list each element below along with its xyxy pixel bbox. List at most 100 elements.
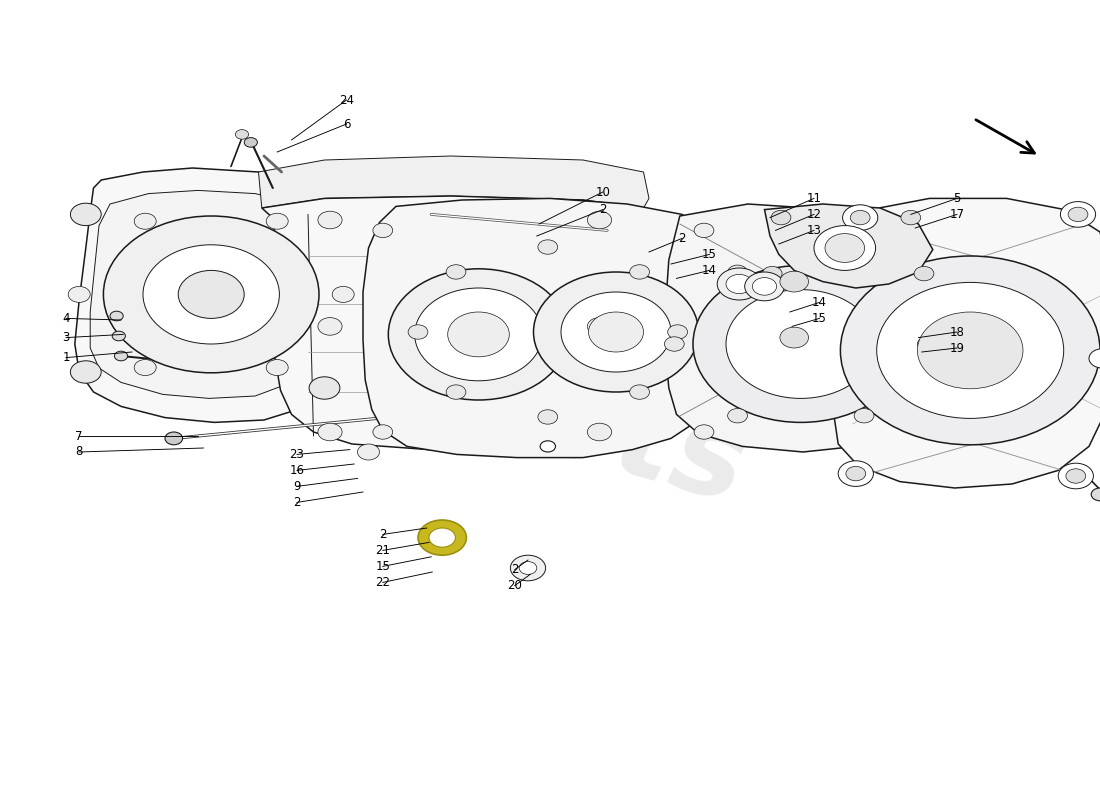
- Circle shape: [134, 214, 156, 230]
- Text: 23: 23: [289, 448, 305, 461]
- Polygon shape: [258, 156, 649, 208]
- Text: 17: 17: [949, 208, 965, 221]
- Circle shape: [1066, 469, 1086, 483]
- Text: europarts: europarts: [77, 240, 759, 528]
- Circle shape: [717, 268, 761, 300]
- Text: 1: 1: [63, 351, 69, 364]
- Circle shape: [332, 286, 354, 302]
- Text: 22: 22: [375, 576, 390, 589]
- Polygon shape: [75, 168, 352, 422]
- Circle shape: [728, 409, 748, 423]
- Text: 12: 12: [806, 208, 822, 221]
- Text: 14: 14: [702, 264, 717, 277]
- Circle shape: [1060, 202, 1096, 227]
- Circle shape: [694, 223, 714, 238]
- Text: 4: 4: [63, 312, 69, 325]
- Circle shape: [103, 216, 319, 373]
- Circle shape: [780, 271, 808, 292]
- Circle shape: [538, 240, 558, 254]
- Circle shape: [1068, 207, 1088, 222]
- Circle shape: [752, 278, 777, 295]
- Text: 20: 20: [507, 579, 522, 592]
- Circle shape: [534, 272, 698, 392]
- Circle shape: [447, 385, 466, 399]
- Circle shape: [309, 377, 340, 399]
- Text: 3: 3: [63, 331, 69, 344]
- Circle shape: [318, 211, 342, 229]
- Circle shape: [540, 441, 556, 452]
- Text: 15: 15: [702, 248, 717, 261]
- Text: 2: 2: [379, 528, 386, 541]
- Text: 5: 5: [954, 192, 960, 205]
- Circle shape: [358, 444, 379, 460]
- Circle shape: [519, 562, 537, 574]
- Circle shape: [588, 312, 643, 352]
- Text: 14: 14: [812, 296, 827, 309]
- Circle shape: [587, 318, 612, 335]
- Text: 15: 15: [812, 312, 827, 325]
- Circle shape: [854, 265, 873, 279]
- Text: 16: 16: [289, 464, 305, 477]
- Circle shape: [244, 138, 257, 147]
- Circle shape: [762, 266, 782, 281]
- Circle shape: [745, 272, 784, 301]
- Circle shape: [418, 520, 466, 555]
- Circle shape: [448, 312, 509, 357]
- Circle shape: [587, 423, 612, 441]
- Text: 7: 7: [76, 430, 82, 442]
- Circle shape: [726, 290, 876, 398]
- Polygon shape: [834, 198, 1100, 488]
- Circle shape: [780, 327, 808, 348]
- Circle shape: [814, 226, 876, 270]
- Circle shape: [373, 425, 393, 439]
- Circle shape: [825, 234, 865, 262]
- Circle shape: [68, 286, 90, 302]
- Circle shape: [840, 256, 1100, 445]
- Text: 8: 8: [76, 446, 82, 458]
- Circle shape: [854, 409, 873, 423]
- Circle shape: [178, 270, 244, 318]
- Circle shape: [143, 245, 279, 344]
- Circle shape: [510, 555, 546, 581]
- Circle shape: [668, 325, 688, 339]
- Circle shape: [1089, 349, 1100, 368]
- Circle shape: [727, 265, 747, 279]
- Text: 2: 2: [294, 496, 300, 509]
- Circle shape: [664, 337, 684, 351]
- Circle shape: [561, 292, 671, 372]
- Circle shape: [1058, 463, 1093, 489]
- Circle shape: [587, 211, 612, 229]
- Circle shape: [70, 361, 101, 383]
- Circle shape: [917, 337, 937, 351]
- Text: a passion for parts: a passion for parts: [275, 206, 561, 274]
- Circle shape: [846, 466, 866, 481]
- Circle shape: [726, 274, 752, 294]
- Text: 9: 9: [294, 480, 300, 493]
- Text: 2: 2: [600, 203, 606, 216]
- Circle shape: [538, 410, 558, 424]
- Circle shape: [1091, 488, 1100, 501]
- Circle shape: [114, 351, 128, 361]
- Text: 2: 2: [512, 563, 518, 576]
- Circle shape: [629, 385, 649, 399]
- Text: 19: 19: [949, 342, 965, 354]
- Circle shape: [694, 425, 714, 439]
- Circle shape: [877, 282, 1064, 418]
- Text: 13: 13: [806, 224, 822, 237]
- Circle shape: [917, 312, 1023, 389]
- Circle shape: [165, 432, 183, 445]
- Text: 10: 10: [595, 186, 610, 198]
- Circle shape: [838, 461, 873, 486]
- Circle shape: [415, 288, 542, 381]
- Circle shape: [112, 331, 125, 341]
- Circle shape: [429, 528, 455, 547]
- Circle shape: [235, 130, 249, 139]
- Circle shape: [771, 210, 791, 225]
- Circle shape: [266, 214, 288, 230]
- Circle shape: [70, 203, 101, 226]
- Circle shape: [318, 423, 342, 441]
- Circle shape: [914, 266, 934, 281]
- Polygon shape: [666, 204, 948, 452]
- Circle shape: [266, 359, 288, 375]
- Circle shape: [901, 210, 921, 225]
